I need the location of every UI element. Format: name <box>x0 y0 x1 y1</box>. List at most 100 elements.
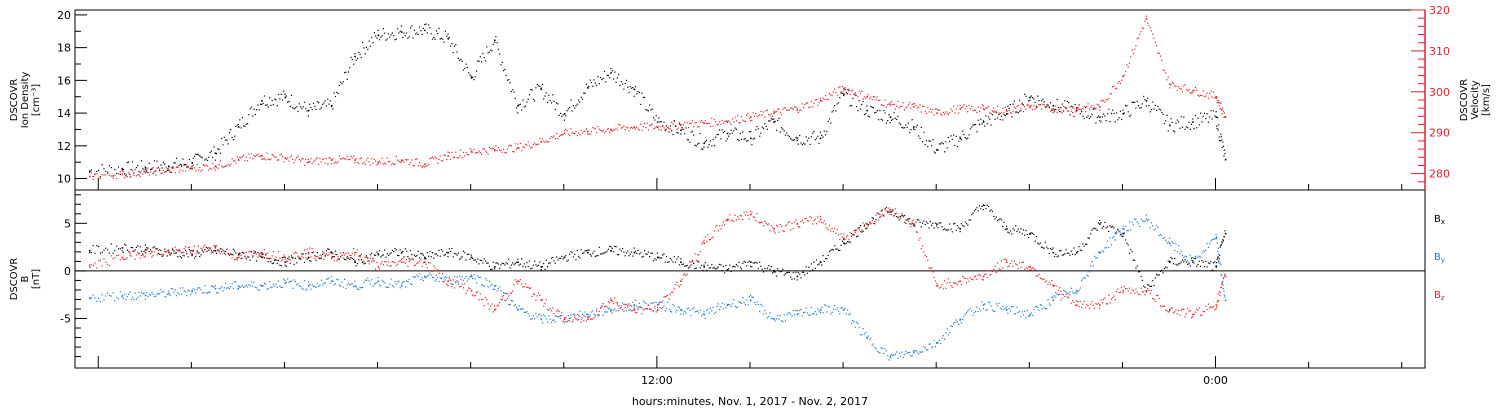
y-tick-label: 5 <box>64 217 71 230</box>
data-point <box>1029 96 1031 99</box>
data-point <box>447 251 449 254</box>
data-point <box>307 285 310 287</box>
data-point <box>889 356 892 359</box>
data-point <box>1052 108 1055 110</box>
data-point <box>214 152 217 154</box>
data-point <box>773 270 775 273</box>
data-point <box>540 299 543 302</box>
data-point <box>517 147 519 149</box>
data-point <box>261 251 263 254</box>
bottom-panel-data <box>89 204 1227 361</box>
data-point <box>424 29 426 32</box>
data-point <box>750 299 752 302</box>
data-point <box>773 121 775 123</box>
data-point <box>331 251 333 254</box>
data-point <box>912 106 915 108</box>
y2-tick-label: 320 <box>1429 4 1450 17</box>
data-point <box>1006 228 1008 230</box>
data-point <box>1122 289 1124 292</box>
data-point <box>494 149 496 151</box>
data-point <box>819 137 822 140</box>
data-point <box>331 256 333 259</box>
x-axis-label: hours:minutes, Nov. 1, 2017 - Nov. 2, 20… <box>632 395 868 408</box>
data-point <box>331 104 333 107</box>
data-point <box>540 140 543 143</box>
y-tick-label: 20 <box>57 9 71 22</box>
data-point <box>89 170 91 172</box>
data-point <box>1122 113 1124 115</box>
data-point <box>936 285 938 287</box>
data-point <box>819 261 822 263</box>
data-point <box>89 266 91 268</box>
axis-label-line: DSCOVR <box>1459 79 1470 122</box>
y2-tick-label: 290 <box>1429 127 1450 140</box>
data-point <box>284 157 287 159</box>
data-point <box>912 126 915 128</box>
data-point <box>1192 89 1194 92</box>
data-point <box>773 318 775 321</box>
data-point <box>400 159 403 161</box>
axis-label-line: [km/s] <box>1481 84 1492 116</box>
data-point <box>1169 242 1171 244</box>
data-point <box>424 275 426 278</box>
data-point <box>1145 100 1148 102</box>
data-point <box>1006 309 1008 311</box>
data-point <box>610 128 612 131</box>
data-point <box>447 280 449 282</box>
data-point <box>866 95 868 98</box>
data-point <box>1006 113 1008 115</box>
series-s0 <box>89 23 1227 178</box>
y-tick-label: 10 <box>57 173 71 186</box>
data-point <box>191 167 193 170</box>
data-point <box>726 120 729 123</box>
data-point <box>1075 289 1078 292</box>
data-point <box>191 162 193 164</box>
top-left-axis-label: DSCOVR Ion Density [cm⁻³] <box>9 72 42 129</box>
data-point <box>214 247 217 249</box>
data-point <box>1029 232 1031 235</box>
data-point <box>1224 232 1227 235</box>
data-point <box>1029 106 1031 108</box>
data-point <box>563 113 566 115</box>
data-point <box>866 109 868 112</box>
data-point <box>400 31 403 33</box>
data-point <box>377 266 380 268</box>
data-point <box>1215 95 1218 98</box>
data-point <box>237 253 240 256</box>
data-point <box>400 285 403 287</box>
data-point <box>377 280 380 282</box>
data-point <box>1224 275 1227 278</box>
data-point <box>796 275 799 278</box>
y-tick-label: 18 <box>57 42 71 55</box>
data-point <box>447 155 449 157</box>
data-point <box>1075 108 1078 110</box>
data-point <box>843 309 845 311</box>
data-point <box>610 309 612 311</box>
axis-label-line: B <box>20 275 31 282</box>
top-panel-frame <box>74 9 1426 191</box>
data-point <box>1052 299 1055 302</box>
data-point <box>121 247 124 249</box>
data-point <box>1052 285 1055 287</box>
x-tick-label: 0:00 <box>1203 374 1228 387</box>
top-left-y-axis: 10 12 14 16 18 20 <box>57 9 87 186</box>
data-point <box>1169 83 1171 86</box>
data-point <box>750 116 752 118</box>
data-point <box>377 34 380 37</box>
data-point <box>144 251 147 254</box>
data-point <box>843 237 845 240</box>
b-component-legend: Bx By Bz <box>1434 214 1445 302</box>
data-point <box>424 261 426 263</box>
data-point <box>796 313 799 316</box>
data-point <box>563 318 566 321</box>
data-point <box>191 289 193 292</box>
data-point <box>1029 313 1031 316</box>
bottom-panel-frame <box>74 189 1426 369</box>
data-point <box>191 253 193 256</box>
data-point <box>726 304 729 306</box>
data-point <box>587 130 589 133</box>
data-point <box>1075 109 1078 112</box>
data-point <box>144 167 147 169</box>
data-point <box>121 256 124 259</box>
